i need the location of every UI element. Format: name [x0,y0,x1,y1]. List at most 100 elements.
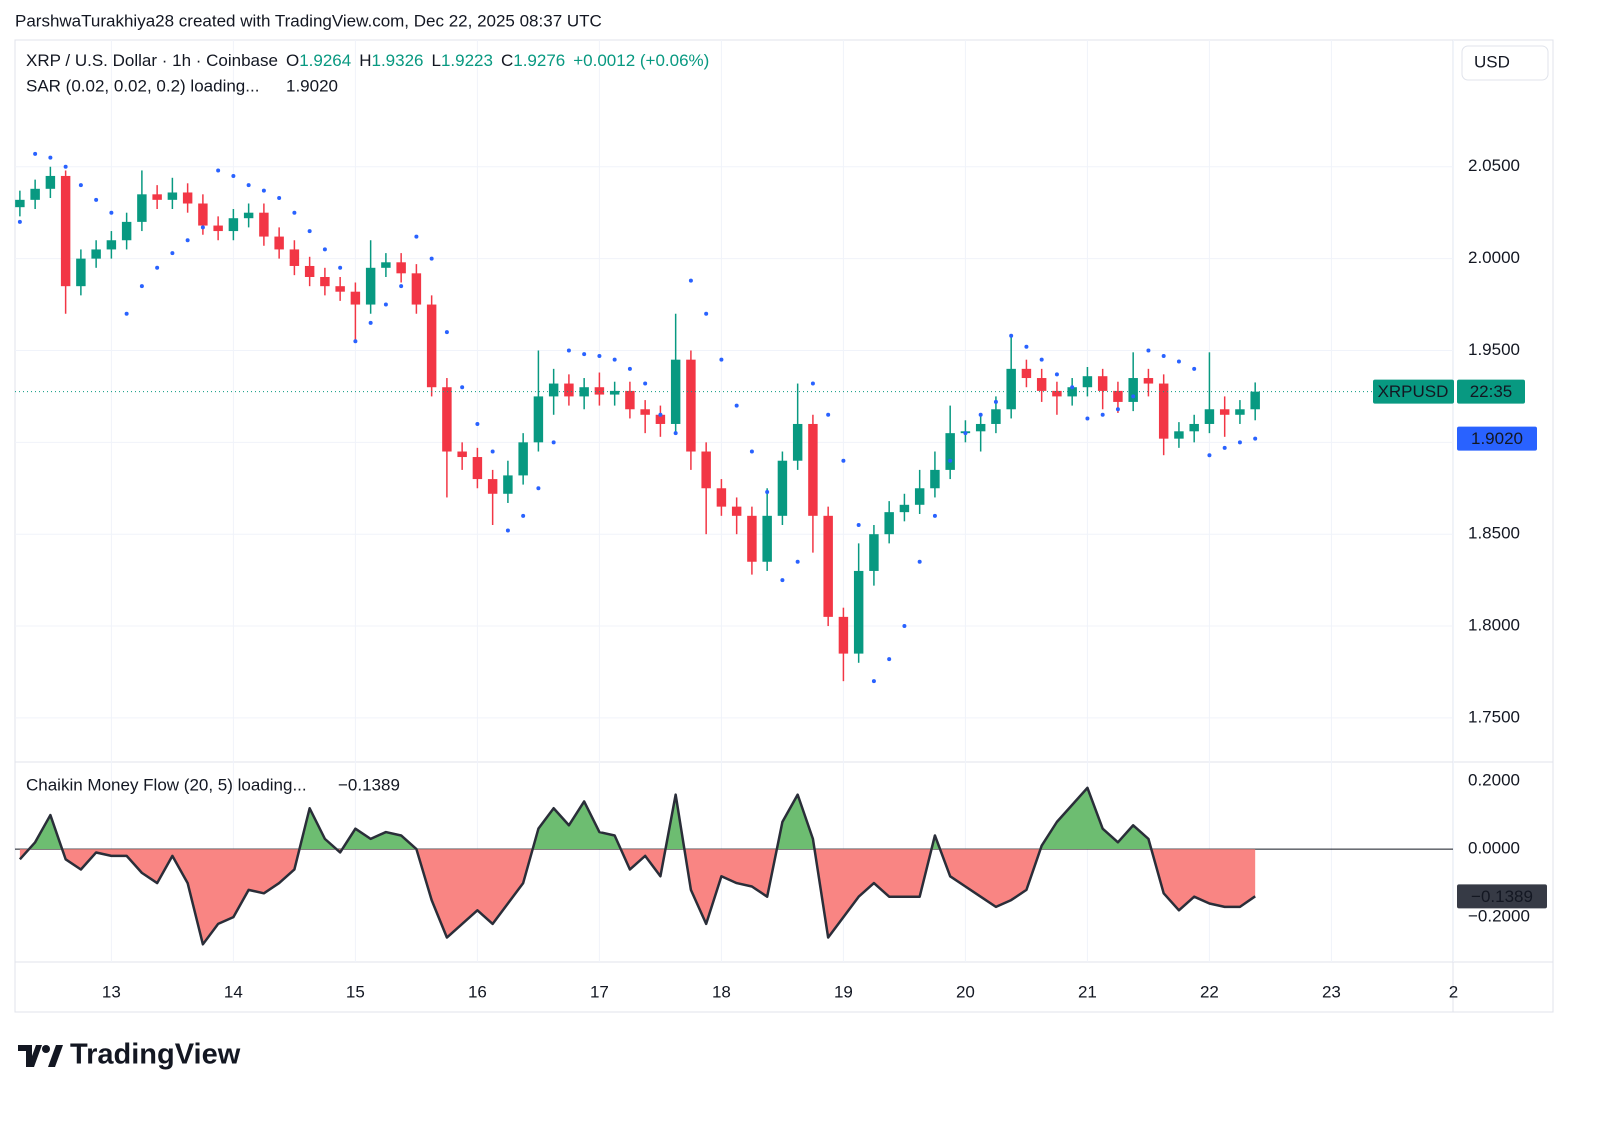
candle-body [823,515,833,617]
sar-dot [353,339,358,344]
sar-dot [566,348,571,353]
legend-value: 1.9326 [371,51,423,70]
brand-icon-slash [48,1045,63,1067]
candle-body [350,291,361,305]
candle-body [808,423,818,516]
candle-body [1204,409,1215,424]
sar-dot [109,210,114,215]
cmf-legend-title: Chaikin Money Flow (20, 5) loading... [26,775,307,794]
candle-body [1189,423,1199,432]
sar-dot [1222,445,1227,450]
y-tick-label: 2.0000 [1468,248,1520,267]
sar-dot [795,559,800,564]
sar-dot [170,251,175,256]
sar-dot [444,330,449,335]
sar-dot [978,412,983,417]
y-tick-label: 1.9500 [1468,340,1520,359]
sar-dot [1131,394,1136,399]
legend-value: 1.9276 [513,51,565,70]
candle-body [121,221,132,241]
sar-dot [963,431,968,436]
sar-dot [17,219,22,224]
currency-label: USD [1474,52,1510,71]
candle-body [579,387,589,397]
sar-legend-title: SAR (0.02, 0.02, 0.2) loading... [26,76,259,95]
candle-body [335,286,345,292]
legend-value: 1.9264 [299,51,351,70]
candle-body [655,414,666,424]
currency-button[interactable] [1461,45,1549,81]
cmf-line [18,786,1256,946]
sar-dot [948,458,953,463]
sar-dot [155,265,160,270]
sar-dot [612,357,617,362]
candle-body [1143,378,1154,384]
sar-dot [993,399,998,404]
sar-dot [917,559,922,564]
candle-body [137,194,147,222]
candle-body [1097,376,1108,391]
x-tick-label: 13 [102,982,121,1001]
sar-dot [1070,385,1075,390]
candle-body [884,512,894,535]
sar-legend-value: 1.9020 [286,76,338,95]
sar-dot [1039,357,1044,362]
sar-dot [551,440,556,445]
candle-body [1235,409,1245,415]
x-tick-label: 2 [1449,982,1458,1001]
candle-body [381,262,391,268]
candle-body [533,396,544,443]
candle-body [45,175,56,189]
sar-dot [932,513,937,518]
countdown-box [1457,379,1525,404]
legend-title: XRP / U.S. Dollar · 1h · Coinbase [26,51,278,70]
sar-dot [871,679,876,684]
sar-dot [673,431,678,436]
sar-dot [94,197,99,202]
candle-body [457,451,467,458]
candle-body [1052,390,1062,397]
candle-body [1006,368,1016,410]
sar-dot [765,489,770,494]
sar-dot [856,523,861,528]
candle-body [213,225,223,232]
x-tick-label: 18 [712,982,731,1001]
y-tick-label: 1.7500 [1468,707,1520,726]
cmf-positive-area [29,787,1152,850]
sar-dot [307,229,312,234]
candle-body [869,534,879,571]
sar-dot [124,311,129,316]
countdown-label: 22:35 [1470,382,1513,401]
sar-dot [231,173,236,178]
sar-dot [185,238,190,243]
legend-key: C [501,51,513,70]
sar-dot [1253,436,1258,441]
sar-dot [1146,348,1151,353]
candle-body [426,304,437,388]
y-tick-label: 2.0500 [1468,156,1520,175]
sar-dot [688,278,693,283]
candle-body [304,265,315,277]
y-tick-label: 0.0000 [1468,839,1520,858]
sar-dot [658,412,663,417]
symbol-label: XRPUSD [1378,382,1449,401]
cmf-negative-area [19,849,1256,945]
sar-dot [719,357,724,362]
x-tick-label: 19 [834,982,853,1001]
candle-body [747,515,757,562]
sar-dot [810,381,815,386]
candle-body [1219,409,1230,415]
candle-body [1250,391,1260,410]
candle-body [106,240,117,250]
candle-body [564,383,574,397]
sar-dot [1024,344,1029,349]
candle-body [198,203,208,226]
candle-body [930,469,940,489]
candle-body [1158,383,1169,439]
sar-dot [780,578,785,583]
candle-body [701,451,711,489]
candle-body [472,457,483,480]
candle-body [320,276,330,287]
sar-dot [475,421,480,426]
legend-key: O [286,51,299,70]
